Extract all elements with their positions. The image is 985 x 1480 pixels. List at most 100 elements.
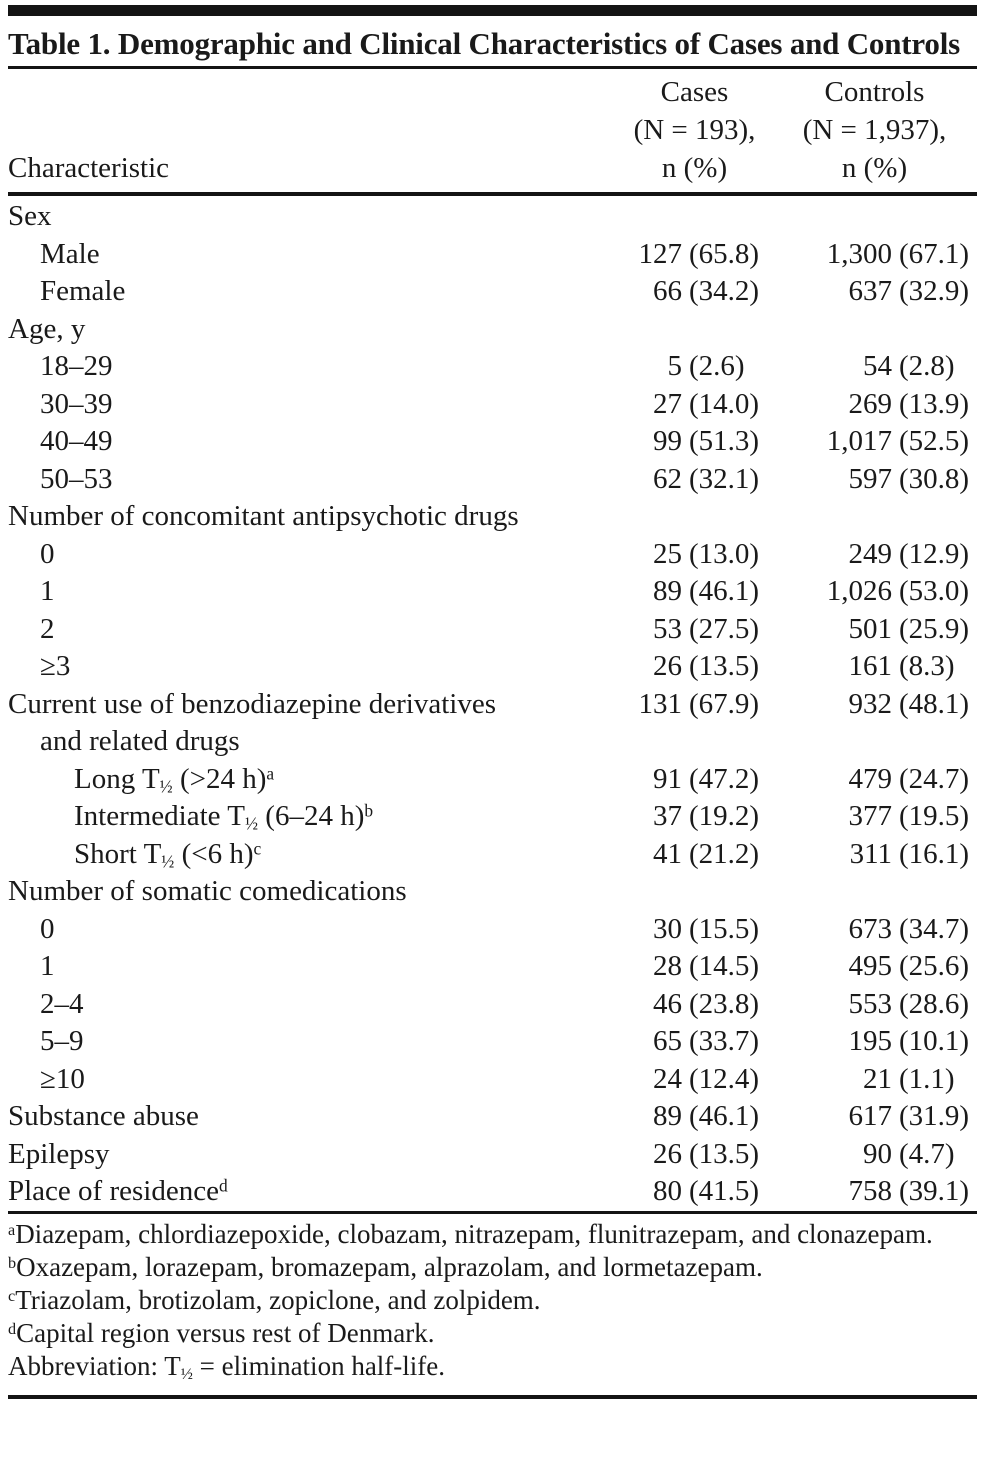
- controls-value: [772, 311, 977, 349]
- footnote: Abbreviation: T½ = elimination half-life…: [8, 1350, 446, 1383]
- row-label: 0: [40, 537, 55, 570]
- cases-header-line1: Cases: [660, 76, 729, 108]
- footnote: dCapital region versus rest of Denmark.: [8, 1317, 435, 1348]
- cases-pct: (12.4): [689, 1062, 760, 1095]
- row-label: Epilepsy: [8, 1137, 110, 1170]
- table-row: 0 30 (15.5) 673 (34.7): [8, 911, 977, 949]
- footnote: cTriazolam, brotizolam, zopiclone, and z…: [8, 1284, 541, 1315]
- controls-header-line1: Controls: [824, 76, 925, 108]
- table-row: Short T½ (<6 h)c 41 (21.2) 311 (16.1): [8, 836, 977, 874]
- row-label: Substance abuse: [8, 1100, 199, 1132]
- controls-n: 637: [848, 275, 893, 307]
- cases-value: [617, 723, 772, 761]
- row-label: 0: [40, 912, 55, 945]
- cases-n: 25: [653, 537, 682, 570]
- cases-n: 37: [653, 800, 682, 832]
- table-row: Intermediate T½ (6–24 h)b 37 (19.2) 377 …: [8, 798, 977, 836]
- table-row: Long T½ (>24 h)a 91 (47.2) 479 (24.7): [8, 761, 977, 799]
- table-row: Age, y: [8, 311, 977, 349]
- cases-value: 131 (67.9): [617, 686, 772, 724]
- controls-pct: (48.1): [899, 687, 970, 720]
- cases-value: 46 (23.8): [617, 986, 772, 1024]
- cases-pct: (14.0): [689, 387, 760, 420]
- controls-n: [772, 198, 892, 236]
- cases-value: 89 (46.1): [617, 573, 772, 611]
- cases-value: 37 (19.2): [617, 798, 772, 836]
- controls-pct: (25.9): [899, 612, 970, 645]
- controls-value: 495 (25.6): [772, 948, 977, 986]
- controls-pct: (10.1): [899, 1025, 970, 1057]
- cases-n: 66: [653, 275, 682, 307]
- table-row: 2 53 (27.5) 501 (25.9): [8, 611, 977, 649]
- table-row: 40–49 99 (51.3) 1,017 (52.5): [8, 423, 977, 461]
- table-body: Sex Male 127 (65.8) 1,300 (67.1) Female …: [8, 196, 977, 1211]
- row-label: Female: [40, 275, 126, 307]
- cases-pct: (2.6): [689, 350, 745, 382]
- controls-value: 54 (2.8): [772, 348, 977, 386]
- cases-pct: (65.8): [689, 237, 760, 270]
- cases-pct: (27.5): [689, 612, 760, 645]
- row-label: 30–39: [40, 387, 113, 420]
- cases-value: 99 (51.3): [617, 423, 772, 461]
- row-label: Sex: [8, 200, 52, 232]
- cases-n: [617, 198, 682, 236]
- controls-n: [772, 498, 892, 536]
- table-row: Substance abuse 89 (46.1) 617 (31.9): [8, 1098, 977, 1136]
- controls-value: 377 (19.5): [772, 798, 977, 836]
- row-label: 40–49: [40, 425, 113, 457]
- cases-value: 80 (41.5): [617, 1173, 772, 1211]
- controls-n: 249: [848, 537, 893, 570]
- cases-n: [617, 873, 682, 911]
- cases-n: [617, 311, 682, 349]
- table-row: 18–29 5 (2.6) 54 (2.8): [8, 348, 977, 386]
- row-label: Short T½ (<6 h)c: [74, 837, 262, 871]
- cases-n: [617, 498, 682, 536]
- controls-n: 758: [848, 1175, 893, 1207]
- controls-value: 311 (16.1): [772, 836, 977, 874]
- controls-pct: (24.7): [899, 762, 970, 795]
- controls-value: 637 (32.9): [772, 273, 977, 311]
- controls-n: 1,017: [826, 425, 892, 457]
- table-row: 50–53 62 (32.1) 597 (30.8): [8, 461, 977, 499]
- cases-value: 62 (32.1): [617, 461, 772, 499]
- row-label: ≥10: [40, 1062, 85, 1095]
- controls-n: [772, 873, 892, 911]
- controls-pct: (67.1): [899, 237, 970, 270]
- controls-value: [772, 498, 977, 536]
- table-row: Number of somatic comedications: [8, 873, 977, 911]
- cases-n: 46: [653, 987, 682, 1020]
- row-label: 50–53: [40, 462, 113, 495]
- controls-value: 161 (8.3): [772, 648, 977, 686]
- cases-value: 89 (46.1): [617, 1098, 772, 1136]
- table-row: 30–39 27 (14.0) 269 (13.9): [8, 386, 977, 424]
- table-row: Sex: [8, 198, 977, 236]
- controls-pct: (30.8): [899, 462, 970, 495]
- controls-value: 758 (39.1): [772, 1173, 977, 1211]
- controls-pct: (25.6): [899, 950, 970, 982]
- cases-n: 26: [653, 650, 682, 682]
- cases-n: 27: [653, 387, 682, 420]
- cases-pct: (13.5): [689, 650, 760, 682]
- controls-pct: (53.0): [899, 575, 970, 607]
- cases-pct: (13.5): [689, 1137, 760, 1170]
- table-row: ≥10 24 (12.4) 21 (1.1): [8, 1061, 977, 1099]
- cases-pct: (34.2): [689, 275, 760, 307]
- controls-pct: (8.3): [899, 650, 955, 682]
- cases-header-line2: (N = 193),: [633, 114, 756, 146]
- cases-pct: (51.3): [689, 425, 760, 457]
- cases-pct: (33.7): [689, 1025, 760, 1057]
- controls-n: 495: [848, 950, 893, 982]
- cases-n: 26: [653, 1137, 682, 1170]
- controls-pct: (28.6): [899, 987, 970, 1020]
- controls-n: 377: [848, 800, 893, 832]
- top-rule: [8, 5, 977, 16]
- controls-pct: (32.9): [899, 275, 970, 307]
- row-label: Age, y: [8, 312, 86, 345]
- controls-value: 1,300 (67.1): [772, 236, 977, 274]
- cases-n: [617, 723, 682, 761]
- controls-value: 195 (10.1): [772, 1023, 977, 1061]
- cases-n: 28: [653, 950, 682, 982]
- controls-pct: (31.9): [899, 1100, 970, 1132]
- controls-value: 1,017 (52.5): [772, 423, 977, 461]
